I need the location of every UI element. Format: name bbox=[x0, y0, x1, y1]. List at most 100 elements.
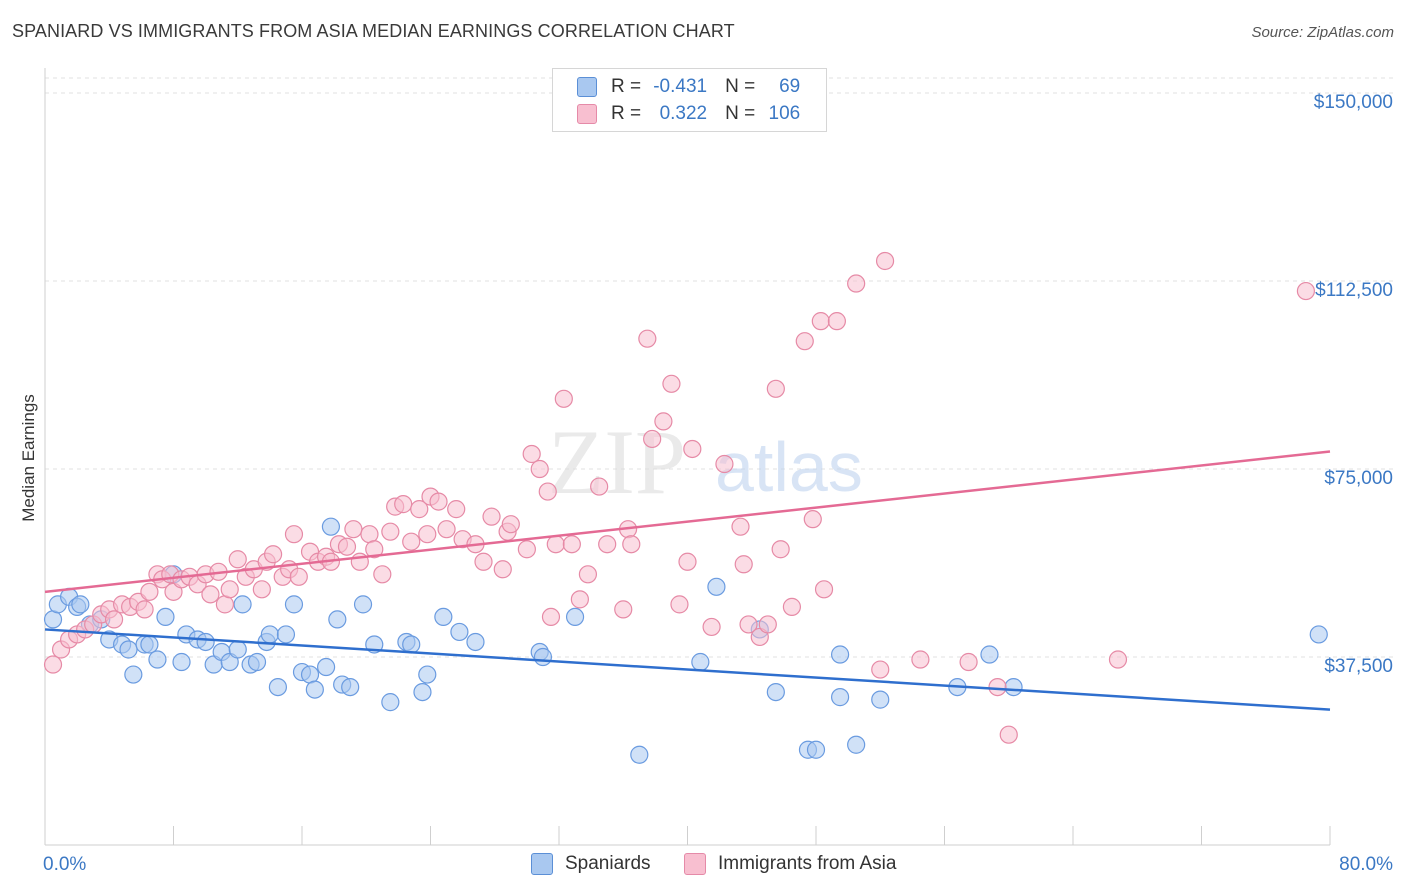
data-point bbox=[43, 610, 63, 629]
data-point bbox=[758, 615, 777, 634]
data-point bbox=[450, 622, 469, 642]
data-point bbox=[434, 607, 453, 627]
legend-row-spaniards: R = -0.431 N = 69 bbox=[577, 74, 800, 100]
data-point bbox=[670, 595, 689, 614]
data-point bbox=[228, 550, 247, 569]
data-point bbox=[739, 615, 758, 634]
data-point bbox=[305, 680, 324, 699]
data-point bbox=[847, 274, 866, 293]
data-point bbox=[365, 540, 384, 559]
data-points bbox=[43, 251, 1328, 764]
data-point bbox=[517, 540, 536, 559]
data-point bbox=[565, 607, 585, 627]
data-point bbox=[538, 482, 557, 501]
data-point bbox=[418, 525, 437, 544]
data-point bbox=[215, 595, 234, 614]
y-tick-label: $150,000 bbox=[1314, 92, 1393, 113]
data-point bbox=[570, 590, 589, 609]
watermark-atlas: atlas bbox=[715, 428, 863, 506]
data-point bbox=[795, 332, 814, 351]
data-point bbox=[466, 632, 485, 652]
bottom-legend-label: Spaniards bbox=[565, 853, 651, 874]
data-point bbox=[353, 595, 373, 614]
data-point bbox=[683, 439, 702, 459]
data-point bbox=[268, 677, 288, 697]
data-point bbox=[501, 515, 520, 534]
legend-row-asia: R = 0.322 N = 106 bbox=[577, 101, 800, 127]
chart-title: SPANIARD VS IMMIGRANTS FROM ASIA MEDIAN … bbox=[12, 21, 735, 41]
data-point bbox=[766, 379, 785, 398]
data-point bbox=[156, 607, 175, 627]
data-point bbox=[980, 645, 999, 664]
data-point bbox=[252, 580, 271, 599]
bottom-legend-swatch-asia bbox=[684, 853, 706, 875]
data-point bbox=[300, 665, 320, 684]
data-point bbox=[1296, 281, 1316, 301]
y-tick-label: $112,500 bbox=[1315, 280, 1393, 301]
legend-r-value: 0.322 bbox=[659, 103, 708, 124]
data-point bbox=[702, 617, 721, 637]
data-point bbox=[999, 725, 1018, 744]
data-point bbox=[1309, 625, 1328, 644]
data-point bbox=[381, 522, 400, 541]
series-spaniards bbox=[43, 517, 1328, 764]
trend-line-asia bbox=[44, 450, 1331, 594]
data-point bbox=[247, 652, 267, 672]
y-tick-label: $37,500 bbox=[1324, 656, 1393, 677]
data-point bbox=[554, 389, 573, 408]
data-point bbox=[803, 510, 822, 529]
data-point bbox=[260, 625, 279, 644]
data-point bbox=[782, 597, 802, 616]
y-tick-label: $75,000 bbox=[1324, 468, 1393, 489]
data-point bbox=[341, 677, 360, 697]
data-point bbox=[220, 580, 239, 599]
bottom-legend-spaniards: Spaniards bbox=[531, 852, 651, 876]
bottom-legend-asia: Immigrants from Asia bbox=[684, 852, 896, 876]
data-point bbox=[814, 580, 834, 599]
data-point bbox=[1108, 650, 1128, 669]
data-point bbox=[124, 665, 143, 684]
data-point bbox=[140, 582, 159, 601]
bottom-legend-label: Immigrants from Asia bbox=[718, 853, 897, 874]
data-point bbox=[811, 312, 830, 331]
data-point bbox=[394, 495, 413, 514]
legend-r-value: -0.431 bbox=[653, 76, 708, 97]
legend-box: R = -0.431 N = 69 R = 0.322 N = 106 bbox=[552, 68, 827, 132]
data-point bbox=[1004, 677, 1023, 697]
data-point bbox=[830, 645, 850, 664]
data-point bbox=[522, 444, 541, 464]
data-point bbox=[119, 640, 138, 659]
data-point bbox=[707, 577, 726, 596]
data-point bbox=[413, 683, 432, 702]
data-point bbox=[328, 610, 347, 629]
data-point bbox=[622, 535, 641, 554]
data-point bbox=[284, 525, 304, 544]
data-point bbox=[911, 650, 930, 669]
data-point bbox=[263, 545, 283, 564]
data-point bbox=[988, 677, 1007, 697]
legend-n-label: N = bbox=[725, 76, 756, 97]
data-point bbox=[959, 652, 978, 672]
data-point bbox=[562, 535, 581, 554]
legend-swatch-spaniards bbox=[577, 77, 597, 97]
x-tick-label: 0.0% bbox=[43, 854, 86, 875]
data-point bbox=[284, 595, 304, 614]
data-point bbox=[402, 635, 421, 654]
data-point bbox=[614, 600, 633, 619]
data-point bbox=[437, 520, 456, 539]
data-point bbox=[360, 525, 379, 544]
data-point bbox=[140, 635, 159, 654]
data-point bbox=[731, 517, 750, 536]
data-point bbox=[533, 647, 553, 667]
legend-n-value: 69 bbox=[779, 76, 801, 97]
legend-n-label: N = bbox=[725, 103, 756, 124]
data-point bbox=[402, 532, 421, 551]
data-point bbox=[654, 412, 673, 431]
data-point bbox=[662, 374, 681, 393]
bottom-legend-swatch-spaniards bbox=[531, 853, 553, 875]
data-point bbox=[172, 652, 191, 672]
data-point bbox=[71, 595, 90, 614]
data-point bbox=[541, 607, 561, 627]
x-tick-labels: 0.0% 80.0% bbox=[43, 854, 1393, 875]
